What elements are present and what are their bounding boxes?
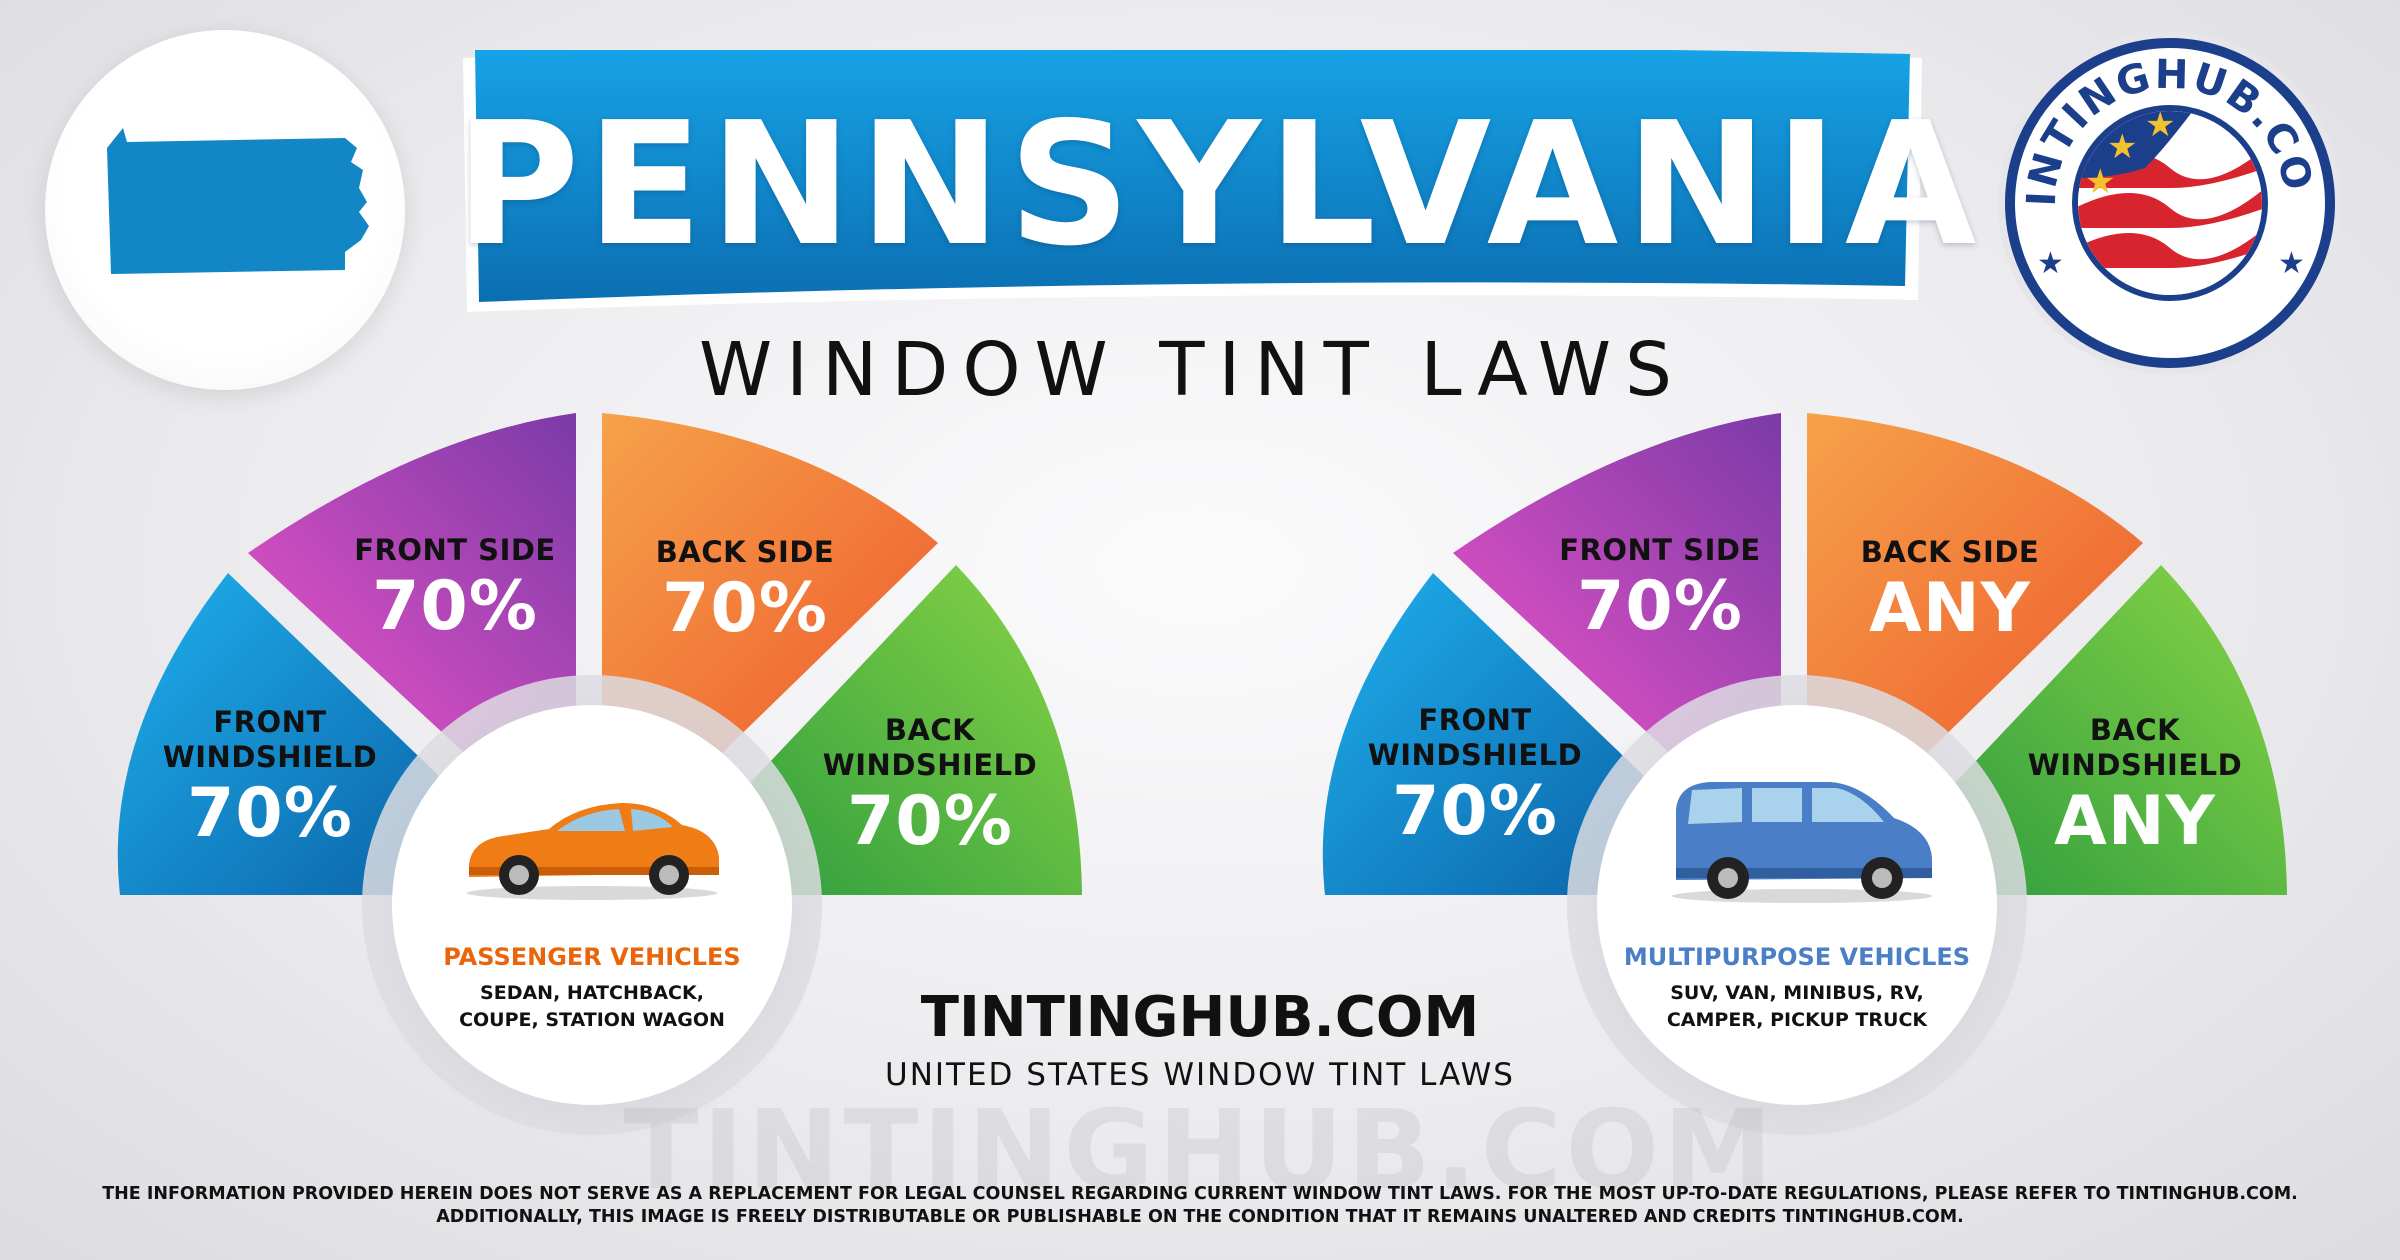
front-side-value: 70%: [372, 567, 538, 646]
sports-car-icon: [467, 803, 719, 900]
back-windshield-segment: [750, 565, 1082, 895]
front-windshield-label-2: WINDSHIELD: [1367, 738, 1583, 772]
back-side-label: BACK SIDE: [1860, 535, 2040, 569]
front-windshield-label-2: WINDSHIELD: [162, 740, 378, 774]
vehicle-desc-line-2: COUPE, STATION WAGON: [459, 1009, 725, 1031]
back-windshield-label-2: WINDSHIELD: [2027, 748, 2243, 782]
vehicle-desc-line-2: CAMPER, PICKUP TRUCK: [1666, 1009, 1928, 1031]
vehicle-card: PASSENGER VEHICLES SEDAN, HATCHBACK, COU…: [392, 705, 792, 1105]
disclaimer: THE INFORMATION PROVIDED HEREIN DOES NOT…: [60, 1183, 2340, 1229]
front-side-label: FRONT SIDE: [354, 533, 556, 567]
tintinghub-logo: ★ ★ ★ TINTINGHUB.COM ★ ★: [1974, 0, 2345, 378]
front-windshield-value: 70%: [187, 774, 353, 853]
front-side-segment: [1453, 413, 1781, 760]
back-windshield-segment: [1955, 565, 2287, 895]
front-windshield-segment: [1322, 573, 1643, 895]
disclaimer-line-1: THE INFORMATION PROVIDED HEREIN DOES NOT…: [102, 1184, 2298, 1204]
front-windshield-segment: [117, 573, 438, 895]
svg-text:★: ★: [2037, 246, 2064, 281]
vehicle-type-label: PASSENGER VEHICLES: [443, 943, 741, 971]
front-windshield-label: FRONT: [1418, 703, 1532, 737]
pennsylvania-map-icon: [107, 128, 369, 274]
back-side-segment: [602, 413, 938, 755]
back-windshield-label: BACK: [884, 713, 976, 747]
page-subtitle: WINDOW TINT LAWS: [698, 327, 1687, 413]
svg-text:★: ★: [2085, 162, 2115, 202]
title-banner: [463, 50, 1922, 312]
watermark-text: TINTINGHUB.COM: [623, 1086, 1777, 1214]
back-windshield-value: ANY: [2054, 782, 2216, 861]
disclaimer-line-2: ADDITIONALLY, THIS IMAGE IS FREELY DISTR…: [436, 1207, 1964, 1227]
vehicle-type-label: MULTIPURPOSE VEHICLES: [1623, 943, 1971, 971]
front-side-segment: [248, 413, 576, 760]
site-name: TINTINGHUB.COM: [920, 985, 1480, 1050]
back-windshield-label: BACK: [2089, 713, 2181, 747]
site-tagline: UNITED STATES WINDOW TINT LAWS: [885, 1057, 1515, 1093]
back-windshield-value: 70%: [847, 782, 1013, 861]
back-windshield-label-2: WINDSHIELD: [822, 748, 1038, 782]
back-side-value: 70%: [662, 569, 828, 648]
front-side-label: FRONT SIDE: [1559, 533, 1761, 567]
svg-text:★: ★: [2107, 127, 2137, 167]
state-map-badge: [45, 30, 405, 390]
back-side-label: BACK SIDE: [655, 535, 835, 569]
svg-text:★: ★: [2278, 246, 2305, 281]
back-side-segment: [1807, 413, 2143, 755]
svg-text:★: ★: [2145, 105, 2175, 145]
multipurpose-gauge: FRONT WINDSHIELD 70% FRONT SIDE 70% BACK…: [1305, 405, 2295, 1105]
front-windshield-value: 70%: [1392, 772, 1558, 851]
passenger-gauge: FRONT WINDSHIELD 70% FRONT SIDE 70% BACK…: [100, 405, 1090, 1105]
front-windshield-label: FRONT: [213, 705, 327, 739]
vehicle-desc-line-1: SUV, VAN, MINIBUS, RV,: [1670, 982, 1924, 1004]
page-title: PENNSYLVANIA: [455, 86, 1984, 284]
back-side-value: ANY: [1869, 569, 2031, 648]
front-side-value: 70%: [1577, 567, 1743, 646]
vehicle-desc-line-1: SEDAN, HATCHBACK,: [480, 982, 704, 1004]
vehicle-card: MULTIPURPOSE VEHICLES SUV, VAN, MINIBUS,…: [1597, 705, 1997, 1105]
minivan-icon: [1672, 782, 1932, 903]
